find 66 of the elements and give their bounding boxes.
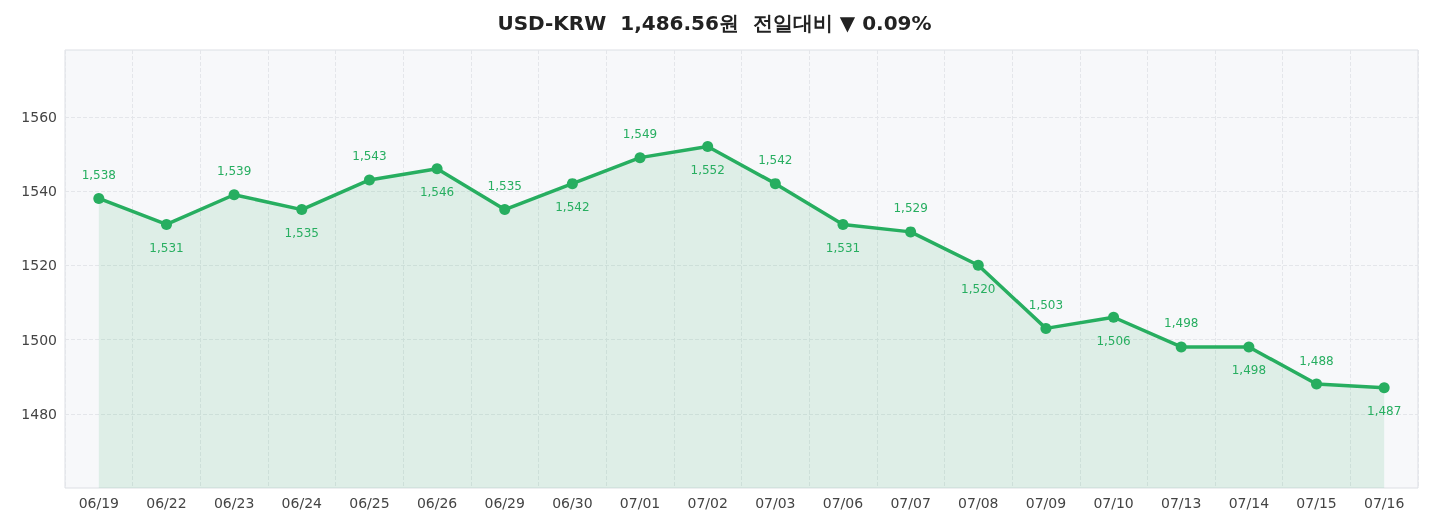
data-label: 1,503 [1028,297,1064,312]
x-tick-label: 06/26 [416,495,458,511]
y-tick-label: 1540 [21,183,57,200]
x-tick-label: 07/09 [1025,495,1067,511]
x-tick-label: 07/14 [1228,495,1270,511]
point [160,218,172,230]
point [228,189,240,201]
point [296,204,308,216]
point [837,218,849,230]
data-label: 1,535 [284,226,319,241]
y-tick-label: 1480 [21,405,57,422]
data-label: 1,538 [81,167,116,182]
point [634,152,646,164]
point [1108,311,1120,323]
data-label: 1,549 [622,127,658,142]
x-tick-label: 06/30 [552,495,593,511]
data-label: 1,546 [419,185,455,200]
y-tick-label: 1560 [21,108,57,125]
point [769,178,781,190]
data-label: 1,498 [1231,363,1267,378]
data-label: 1,488 [1299,353,1334,368]
data-label: 1,539 [216,164,252,179]
point [1175,341,1187,353]
x-tick-label: 07/01 [619,495,661,511]
chart-title: USD-KRW 1,486.56원 전일대비 ▼ 0.09% [497,11,932,35]
data-label: 1,498 [1164,316,1199,331]
x-tick-label: 07/07 [890,495,931,511]
point [1378,382,1390,394]
point [431,163,443,175]
data-label: 1,543 [352,149,387,164]
point [1311,378,1323,390]
x-tick-label: 07/10 [1093,495,1134,511]
data-label: 1,520 [961,281,996,296]
x-tick-label: 06/22 [146,495,187,511]
data-label: 1,531 [149,240,184,255]
point [499,204,511,216]
data-label: 1,542 [758,153,793,168]
point [1243,341,1255,353]
x-tick-label: 07/06 [822,495,864,511]
point [972,259,984,271]
x-tick-label: 06/19 [78,495,119,511]
point [93,192,105,204]
data-label: 1,529 [893,201,928,216]
data-label: 1,552 [690,163,725,178]
point [363,174,375,186]
data-label: 1,531 [825,240,861,255]
data-label: 1,487 [1367,404,1402,419]
point [702,141,714,153]
data-label: 1,506 [1096,333,1131,348]
x-tick-label: 06/24 [281,495,323,511]
x-tick-label: 06/29 [484,495,525,511]
y-tick-label: 1520 [21,257,57,274]
point [566,178,578,190]
data-label: 1,542 [555,200,590,215]
x-tick-label: 07/03 [755,495,796,511]
data-label: 1,535 [487,179,522,194]
y-tick-label: 1500 [21,331,57,348]
x-tick-label: 06/25 [349,495,390,511]
point [1040,322,1052,334]
x-tick-label: 07/02 [687,495,728,511]
x-tick-label: 07/13 [1161,495,1202,511]
x-tick-label: 07/15 [1296,495,1337,511]
x-tick-label: 06/23 [213,495,255,511]
x-tick-label: 07/08 [958,495,999,511]
point [905,226,917,238]
x-tick-label: 07/16 [1364,495,1405,511]
